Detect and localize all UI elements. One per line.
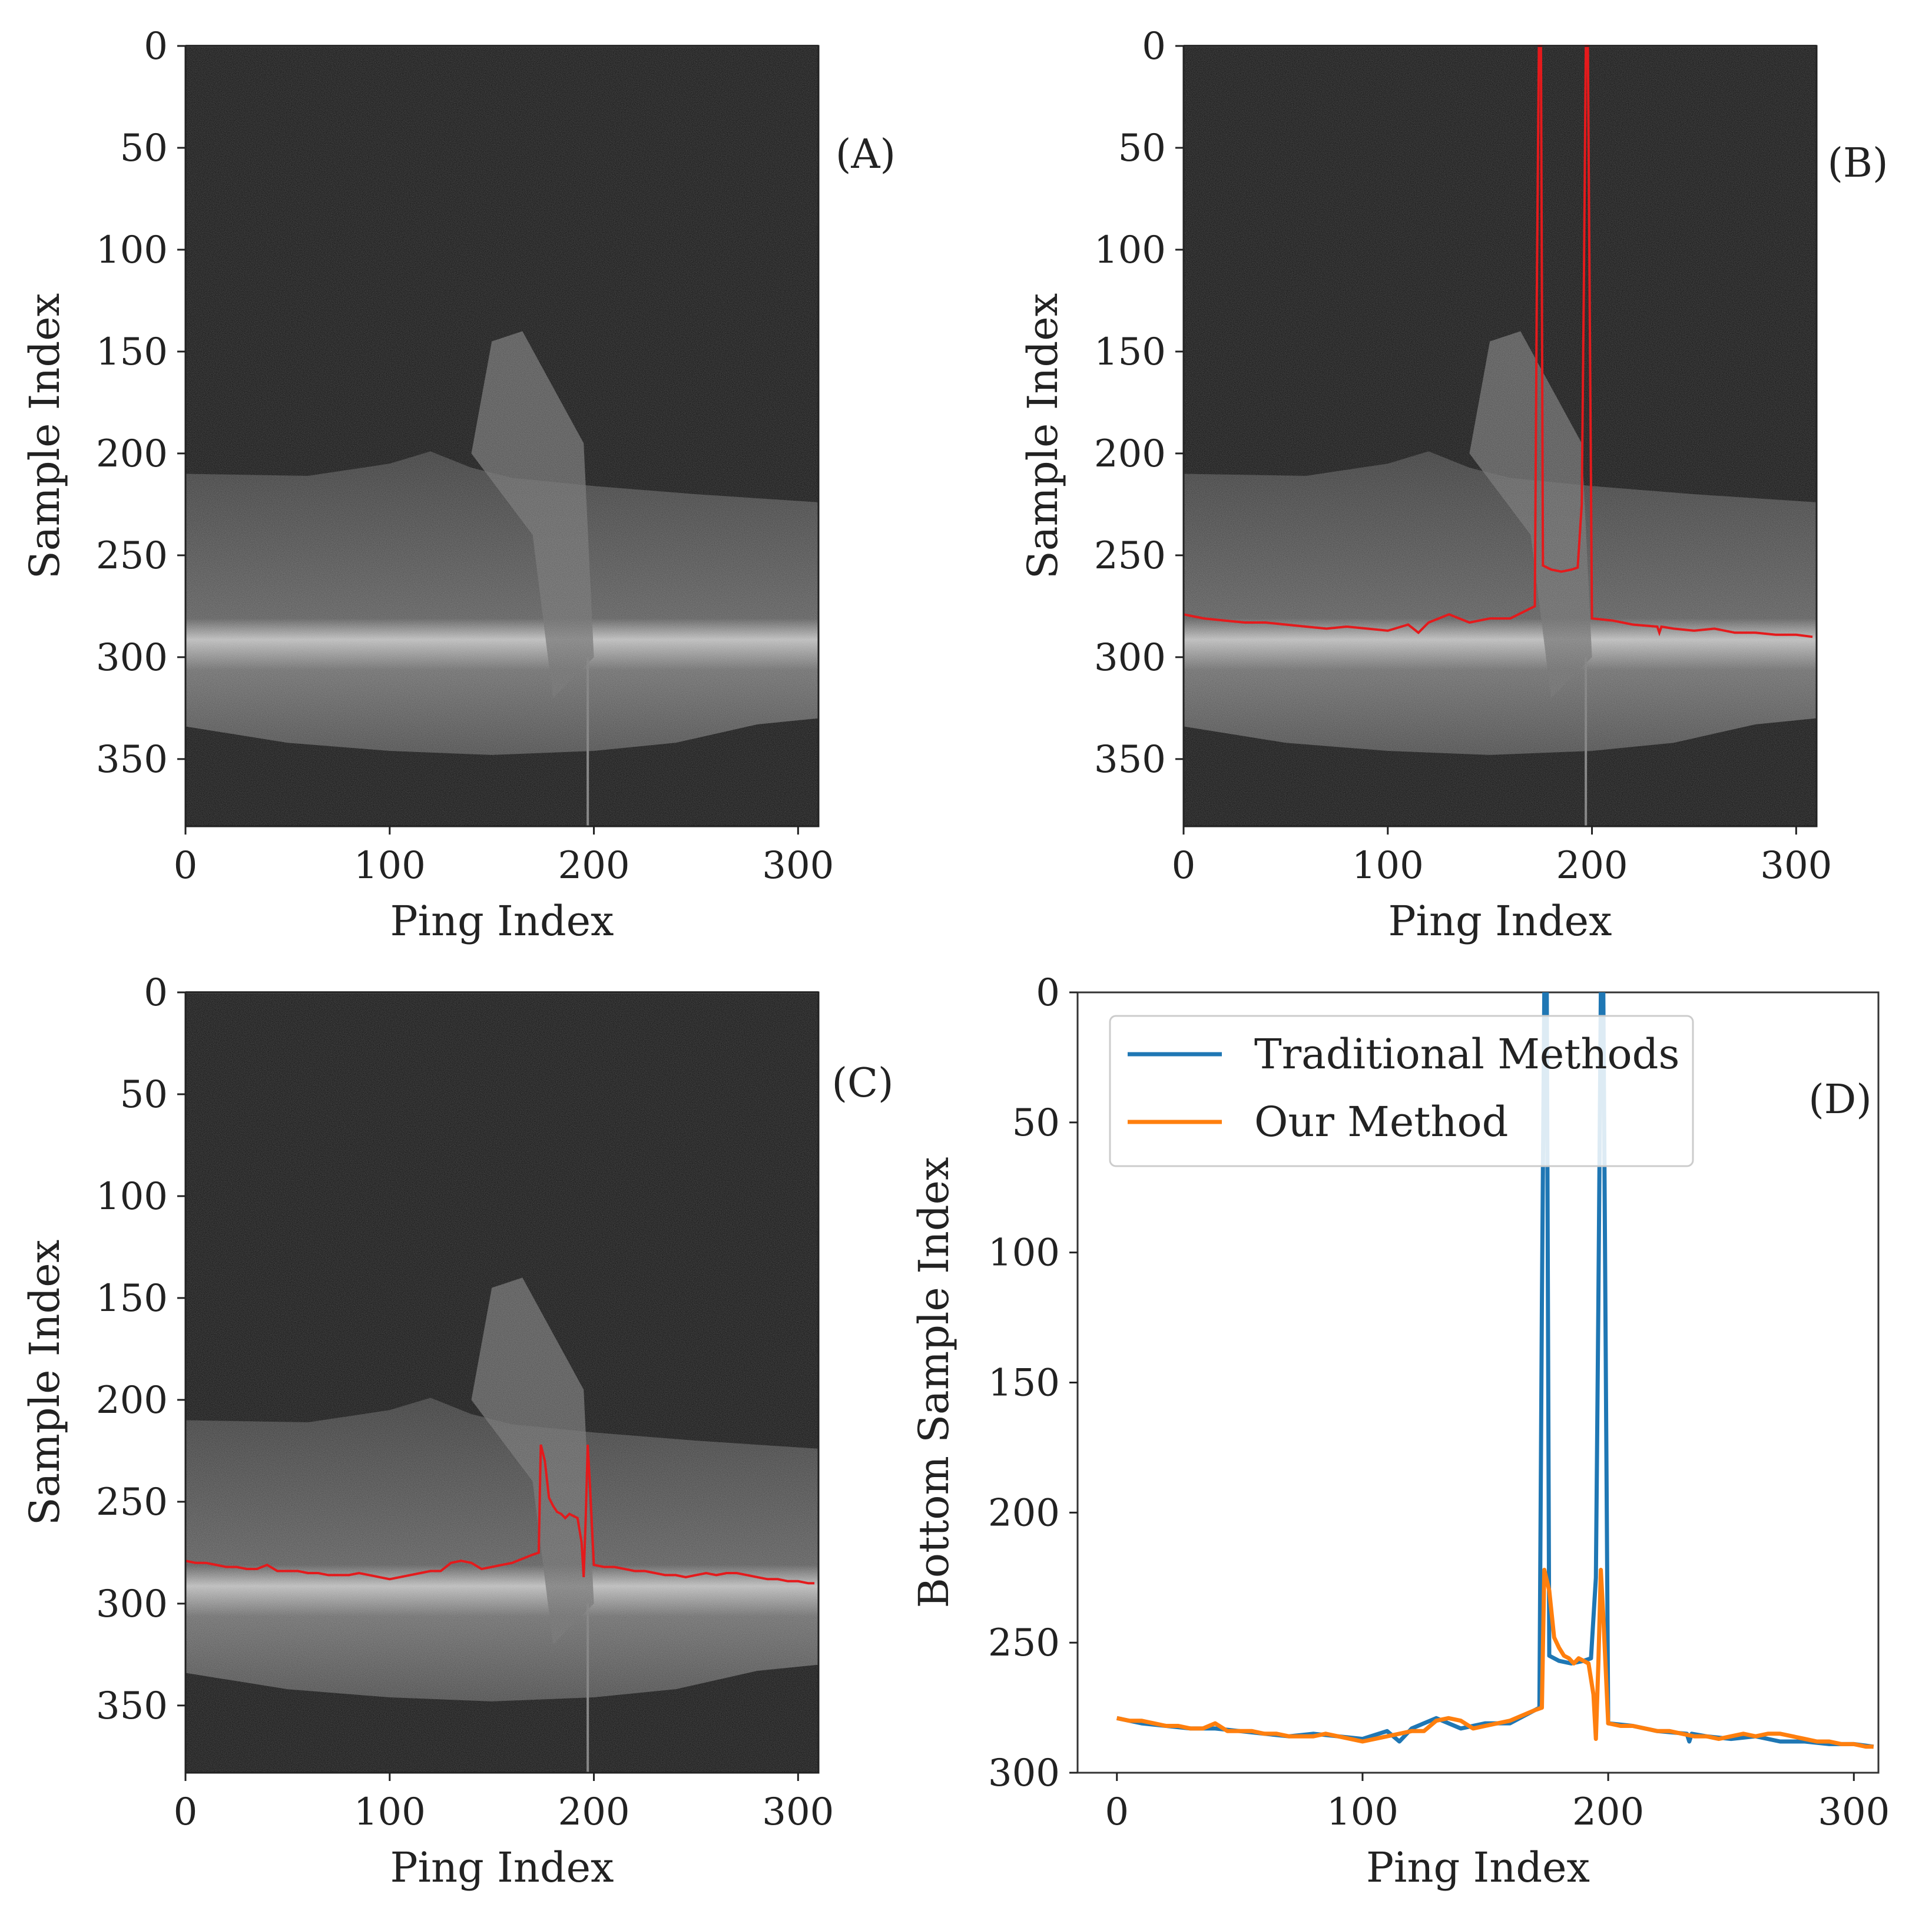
x-tick-label: 200: [1556, 844, 1628, 888]
y-tick-label: 0: [144, 971, 168, 1015]
x-tick-label: 200: [1572, 1790, 1644, 1834]
bottom-line-traditional: [1183, 45, 1813, 638]
x-tick-label: 300: [1760, 844, 1832, 888]
x-axis-label: Ping Index: [1388, 897, 1612, 945]
speckle-noise: [185, 46, 818, 826]
x-tick-label: 200: [558, 844, 629, 888]
y-tick-label: 50: [120, 1073, 168, 1117]
y-tick-label: 150: [96, 330, 168, 374]
y-tick-label: 250: [96, 1481, 168, 1524]
x-tick-label: 100: [354, 1790, 426, 1834]
y-tick-label: 200: [96, 432, 168, 476]
x-axis-label: Ping Index: [390, 897, 614, 945]
x-tick-label: 0: [1172, 844, 1196, 888]
y-tick-label: 200: [1094, 432, 1166, 476]
y-tick-label: 350: [96, 738, 168, 782]
x-tick-label: 300: [762, 844, 834, 888]
speckle-noise: [185, 992, 818, 1773]
panel-label: (B): [1827, 140, 1888, 187]
x-tick-label: 100: [1352, 844, 1424, 888]
y-axis-label: Bottom Sample Index: [910, 1157, 958, 1608]
x-tick-label: 0: [174, 844, 198, 888]
y-tick-label: 100: [988, 1231, 1060, 1275]
y-tick-label: 300: [1094, 636, 1166, 680]
y-axis-label: Sample Index: [21, 1240, 69, 1525]
panel-b: 0 100 200 300 0 50 100 150 200 250 300 350 Ping Inde…: [1019, 25, 1888, 945]
panel-label: (A): [836, 131, 896, 178]
y-axis-label: Sample Index: [21, 293, 69, 579]
x-tick-label: 300: [762, 1790, 834, 1834]
panel-a: 0 100 200 300 0 50 100 150 200 250 300 350 Ping Inde…: [21, 25, 896, 945]
plot-frame: [184, 991, 820, 1774]
y-tick-label: 250: [96, 534, 168, 578]
y-tick-label: 0: [1142, 25, 1166, 68]
y-tick-label: 100: [1094, 229, 1166, 272]
x-tick-label: 100: [354, 844, 426, 888]
y-tick-label: 250: [988, 1621, 1060, 1665]
y-tick-label: 200: [96, 1379, 168, 1422]
speckle-noise: [1184, 46, 1817, 826]
legend-label-ours: Our Method: [1254, 1098, 1508, 1146]
x-tick-label: 300: [1818, 1790, 1890, 1834]
y-tick-label: 50: [1118, 127, 1166, 170]
x-tick-label: 200: [558, 1790, 629, 1834]
x-tick-label: 100: [1327, 1790, 1399, 1834]
y-tick-label: 200: [988, 1491, 1060, 1535]
x-tick-label: 0: [1105, 1790, 1129, 1834]
legend-label-traditional: Traditional Methods: [1254, 1030, 1679, 1078]
y-tick-label: 150: [988, 1362, 1060, 1405]
y-tick-label: 350: [96, 1684, 168, 1728]
y-tick-label: 250: [1094, 534, 1166, 578]
legend: Traditional Methods Our Method: [1109, 1015, 1694, 1167]
y-tick-label: 50: [1012, 1101, 1060, 1145]
y-tick-label: 50: [120, 127, 168, 170]
x-axis-label: Ping Index: [390, 1843, 614, 1892]
panel-c: 0 100 200 300 0 50 100 150 200 250 300 350 Ping Inde…: [21, 971, 894, 1892]
legend-box: [1109, 1015, 1694, 1167]
panel-label: (C): [831, 1060, 893, 1107]
panel-d: 0 100 200 300 0 50 100 150 200 250 300 Ping Index Bo…: [910, 971, 1890, 1892]
y-tick-label: 350: [1094, 738, 1166, 782]
y-tick-label: 300: [96, 636, 168, 680]
y-tick-label: 0: [144, 25, 168, 68]
y-tick-label: 0: [1036, 971, 1060, 1015]
y-tick-label: 150: [1094, 330, 1166, 374]
x-tick-label: 0: [174, 1790, 198, 1834]
plot-frame: [184, 45, 820, 827]
y-axis-label: Sample Index: [1019, 293, 1067, 579]
y-tick-label: 150: [96, 1277, 168, 1320]
panel-label: (D): [1808, 1077, 1872, 1123]
series-line-ours: [1116, 1568, 1874, 1749]
y-tick-label: 300: [96, 1582, 168, 1626]
y-tick-label: 100: [96, 1175, 168, 1219]
y-tick-label: 300: [988, 1752, 1060, 1795]
bottom-line-ours: [185, 1444, 815, 1585]
plot-frame: [1182, 45, 1818, 827]
x-axis-label: Ping Index: [1366, 1843, 1590, 1892]
y-tick-label: 100: [96, 229, 168, 272]
